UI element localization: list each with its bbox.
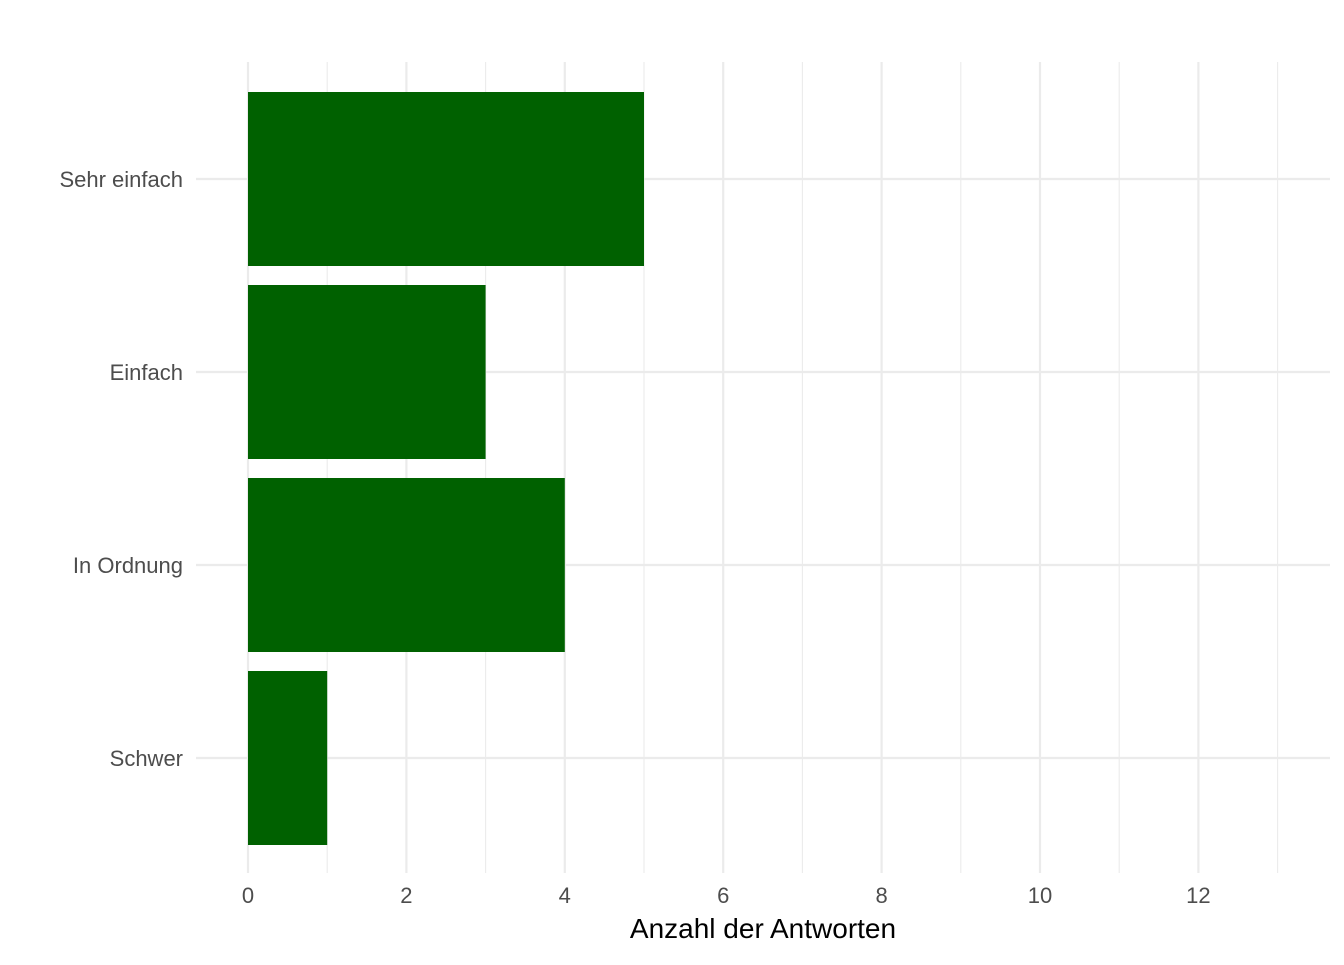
- x-tick-label: 12: [1186, 883, 1210, 908]
- y-tick-label: Schwer: [110, 746, 183, 771]
- y-tick-label: In Ordnung: [73, 553, 183, 578]
- x-tick-label: 10: [1028, 883, 1052, 908]
- bar: [248, 285, 486, 459]
- grid-lines: [196, 62, 1330, 873]
- x-tick-label: 6: [717, 883, 729, 908]
- y-tick-label: Einfach: [110, 360, 183, 385]
- bar: [248, 478, 565, 652]
- bar: [248, 92, 644, 266]
- x-tick-label: 8: [875, 883, 887, 908]
- x-axis-tick-labels: 0 2 4 6 8 10 12: [242, 883, 1211, 908]
- bars: [248, 92, 644, 845]
- x-axis-title: Anzahl der Antworten: [630, 913, 896, 944]
- x-tick-label: 4: [559, 883, 571, 908]
- x-tick-label: 2: [400, 883, 412, 908]
- y-axis-tick-labels: Sehr einfach Einfach In Ordnung Schwer: [59, 167, 183, 771]
- x-tick-label: 0: [242, 883, 254, 908]
- bar: [248, 671, 328, 845]
- y-tick-label: Sehr einfach: [59, 167, 183, 192]
